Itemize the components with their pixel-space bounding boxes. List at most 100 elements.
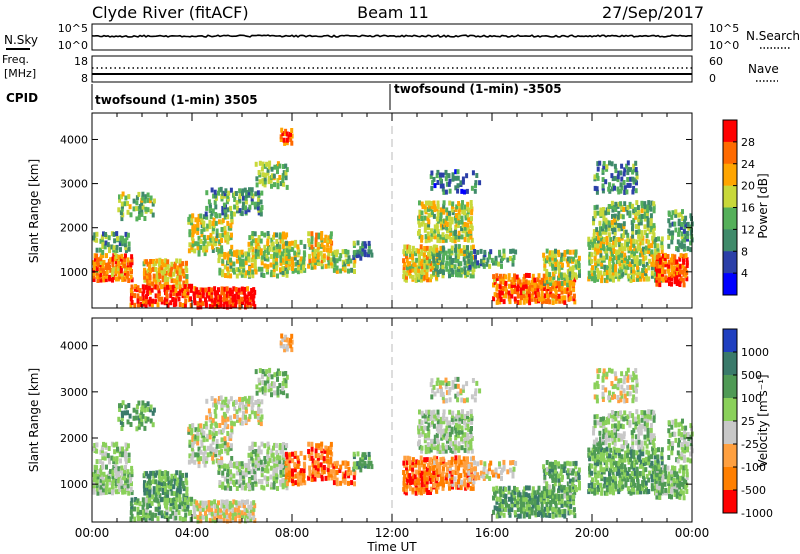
power-cell [457, 263, 461, 269]
power-cell [624, 268, 628, 274]
power-cell [469, 223, 473, 228]
power-cell [460, 204, 464, 210]
power-cell [137, 302, 140, 308]
power-cell [661, 271, 664, 277]
power-cell [235, 200, 239, 206]
velocity-cell [448, 485, 451, 491]
velocity-cell [263, 467, 267, 473]
velocity-cell [252, 514, 256, 520]
power-cell [531, 290, 535, 296]
power-cell [522, 289, 526, 295]
velocity-cell [238, 402, 242, 408]
velocity-cell [457, 447, 461, 453]
power-cell [358, 249, 362, 255]
power-cell [566, 262, 570, 268]
power-cell [446, 228, 449, 234]
velocity-cell [235, 502, 239, 508]
velocity-cell [125, 486, 129, 491]
velocity-cell [557, 485, 561, 491]
velocity-cell [492, 486, 496, 492]
power-cell [648, 258, 652, 264]
power-cell [320, 231, 324, 236]
velocity-cell [302, 461, 306, 467]
power-cell [557, 286, 561, 292]
velocity-cell [182, 493, 186, 499]
velocity-cell [442, 465, 445, 471]
power-cell [219, 300, 223, 306]
power-cell [145, 299, 149, 305]
velocity-cell [602, 483, 606, 489]
power-cell [146, 268, 150, 274]
velocity-cell [555, 471, 559, 477]
power-cell [225, 304, 229, 310]
velocity-cell [449, 441, 453, 447]
power-cell [613, 213, 617, 219]
velocity-cell [177, 510, 181, 516]
power-cell [675, 259, 679, 265]
velocity-cell [457, 473, 461, 479]
power-cell [454, 207, 458, 212]
velocity-cell [553, 481, 557, 487]
velocity-cell [130, 504, 134, 510]
power-cell [117, 254, 121, 260]
power-cell [551, 277, 555, 283]
velocity-cell [244, 418, 248, 424]
velocity-cell [205, 398, 209, 404]
power-cell [553, 269, 557, 274]
power-cell [214, 304, 217, 310]
velocity-cell [511, 502, 514, 508]
velocity-cell [537, 485, 541, 491]
velocity-cell [114, 481, 118, 487]
power-cell [269, 178, 273, 184]
velocity-cell [260, 374, 264, 380]
power-cell [235, 267, 239, 273]
power-cell [569, 266, 572, 272]
power-cell [148, 289, 152, 295]
power-cell [460, 226, 464, 232]
velocity-cell [621, 484, 625, 490]
power-cell [204, 300, 208, 306]
velocity-cell [226, 450, 230, 456]
velocity-cell [405, 483, 409, 489]
power-cell [611, 251, 614, 257]
velocity-cell [236, 417, 239, 423]
velocity-cell [430, 442, 434, 448]
power-cell [176, 275, 180, 280]
power-cell [186, 293, 190, 299]
velocity-cell [557, 507, 561, 513]
power-cell [626, 264, 630, 270]
velocity-cell [307, 453, 311, 458]
power-cell [265, 253, 269, 259]
velocity-cell [221, 399, 225, 405]
velocity-cell [259, 449, 263, 455]
power-cell [330, 251, 334, 257]
power-cell [431, 265, 435, 270]
power-cell [507, 296, 511, 302]
power-cell [612, 204, 616, 210]
power-cell [429, 254, 432, 260]
velocity-cell [142, 501, 146, 507]
velocity-cell [525, 506, 529, 512]
power-cell [536, 283, 540, 289]
power-cell [652, 223, 656, 229]
power-cell [423, 274, 427, 280]
velocity-cell [119, 458, 122, 464]
power-cell [186, 286, 190, 292]
power-cell [226, 220, 230, 226]
power-cell [143, 267, 146, 273]
velocity-cell [615, 471, 619, 476]
power-cell [663, 269, 667, 275]
power-cell [542, 273, 546, 279]
velocity-cell [247, 458, 251, 464]
velocity-cell [572, 468, 576, 474]
power-cell [105, 269, 109, 275]
power-cell [263, 244, 267, 250]
velocity-cell [285, 343, 289, 349]
velocity-cell [507, 485, 511, 491]
velocity-cell [282, 390, 286, 396]
power-cell [438, 175, 442, 181]
velocity-cell [215, 443, 219, 449]
y-tick-label: 4000 [60, 133, 88, 146]
velocity-cell [322, 456, 326, 462]
velocity-cell [474, 391, 477, 397]
